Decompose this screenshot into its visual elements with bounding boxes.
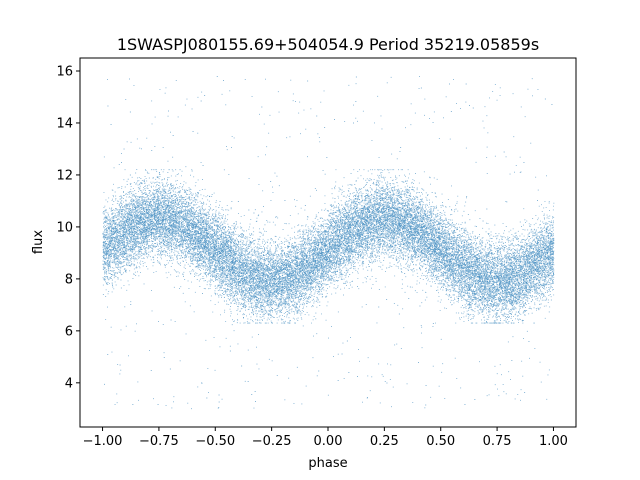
- y-tick-label: 12: [56, 168, 73, 183]
- y-tick-label: 8: [65, 272, 73, 287]
- y-axis-label: flux: [31, 230, 46, 254]
- scatter-band-2: [102, 169, 555, 324]
- y-tick-label: 14: [56, 116, 73, 131]
- plot-frame: [79, 57, 577, 428]
- x-tick-label: −0.75: [139, 434, 179, 449]
- x-tick-label: 0.75: [483, 434, 512, 449]
- x-tick-label: 0.00: [314, 434, 343, 449]
- chart-title: 1SWASPJ080155.69+504054.9 Period 35219.0…: [117, 35, 539, 54]
- y-axis: 4 6 8 10 12 14 16: [56, 64, 80, 391]
- y-tick-label: 6: [65, 324, 73, 339]
- x-tick-label: −1.00: [83, 434, 123, 449]
- x-tick-label: −0.50: [195, 434, 235, 449]
- y-tick-label: 10: [56, 220, 73, 235]
- x-axis: −1.00 −0.75 −0.50 −0.25 0.00 0.25 0.50 0.75 1.00: [83, 427, 568, 449]
- scatter-outliers: [103, 75, 553, 410]
- x-tick-label: 0.25: [370, 434, 399, 449]
- x-axis-label: phase: [308, 456, 347, 471]
- x-tick-label: 0.50: [426, 434, 455, 449]
- x-tick-label: −0.25: [252, 434, 292, 449]
- y-tick-label: 16: [56, 64, 73, 79]
- x-tick-label: 1.00: [539, 434, 568, 449]
- data-points: [102, 75, 555, 410]
- y-tick-label: 4: [65, 376, 73, 391]
